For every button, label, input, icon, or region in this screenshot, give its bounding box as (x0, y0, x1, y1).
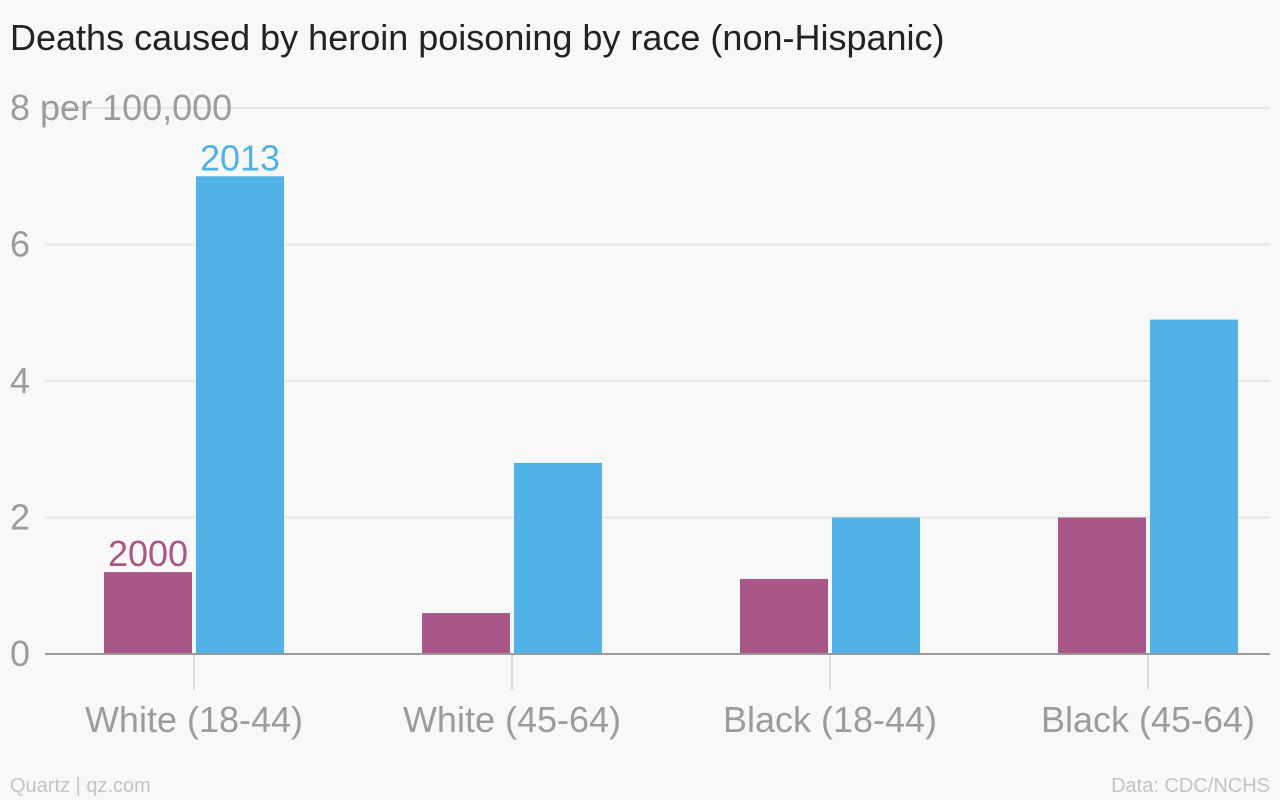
bar-2013-4 (1150, 319, 1238, 654)
bars (104, 176, 1238, 654)
bar-2000-4 (1058, 517, 1146, 654)
series-label-2000: 2000 (108, 533, 188, 574)
y-tick-label: 0 (10, 633, 30, 674)
data-source: Data: CDC/NCHS (1111, 775, 1270, 797)
bar-2013-3 (832, 517, 920, 654)
x-tick-label: Black (45-64) (1041, 699, 1255, 740)
chart-title: Deaths caused by heroin poisoning by rac… (10, 17, 945, 58)
bar-2000-3 (740, 578, 828, 654)
series-label-2013: 2013 (200, 137, 280, 178)
y-tick-label: 2 (10, 497, 30, 538)
bar-2013-1 (196, 176, 284, 654)
x-tick-label: White (18-44) (85, 699, 303, 740)
source-credit: Quartz | qz.com (10, 775, 151, 797)
y-tick-label: 8 per 100,000 (10, 87, 232, 128)
x-tick-label: White (45-64) (403, 699, 621, 740)
x-tick-label: Black (18-44) (723, 699, 937, 740)
axes (45, 653, 1270, 690)
y-tick-label: 4 (10, 360, 30, 401)
y-tick-label: 6 (10, 224, 30, 265)
bar-2000-2 (422, 613, 510, 654)
bar-2000-1 (104, 572, 192, 654)
labels: 0 2 4 6 8 per 100,000 2000 2013 White (18-44) Wh… (10, 87, 1255, 740)
bar-2013-2 (514, 462, 602, 654)
